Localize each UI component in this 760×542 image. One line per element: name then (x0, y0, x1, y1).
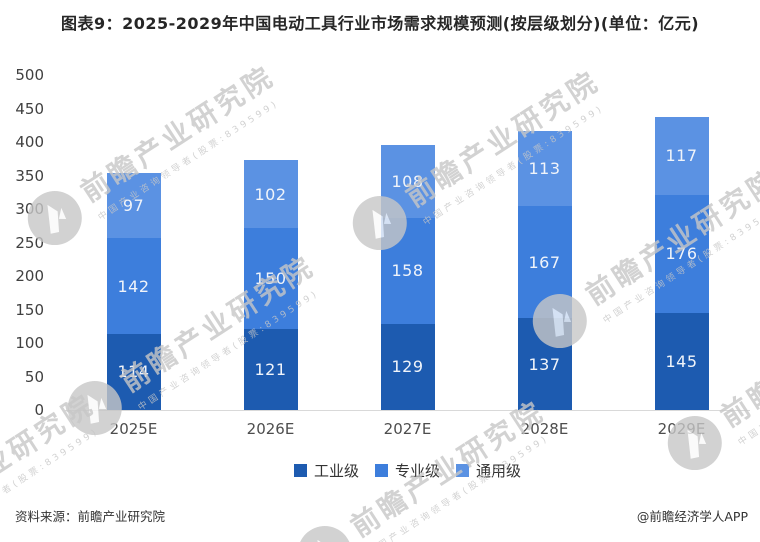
y-tick-label: 500 (15, 66, 44, 84)
chart-title: 图表9：2025-2029年中国电动工具行业市场需求规模预测(按层级划分)(单位… (60, 14, 700, 33)
x-category-label: 2026E (246, 420, 295, 438)
legend-item: 工业级 (293, 460, 359, 481)
y-tick-label: 50 (24, 367, 44, 386)
bar-segment: 97 (106, 173, 161, 239)
bar-value-label: 113 (528, 158, 561, 178)
y-tick-label: 200 (15, 267, 44, 285)
y-tick-label: 0 (34, 401, 44, 419)
legend-swatch-icon (374, 464, 388, 477)
bar-value-label: 167 (528, 252, 561, 272)
bar-segment: 145 (654, 312, 709, 410)
bar-segment: 113 (517, 130, 572, 207)
bar-segment: 108 (380, 145, 435, 218)
bar-value-label: 176 (665, 244, 698, 264)
bar-segment: 129 (380, 323, 435, 410)
x-category-label: 2027E (383, 420, 432, 438)
bar-value-label: 121 (254, 359, 287, 379)
bar-segment: 102 (243, 160, 298, 229)
x-axis-line (65, 410, 750, 411)
bar-segment: 150 (243, 228, 298, 329)
bar-value-label: 114 (117, 362, 150, 382)
footer-brand: @前瞻经济学人APP (636, 509, 748, 524)
footer-source: 资料来源：前瞻产业研究院 (15, 509, 166, 524)
bar-segment: 158 (380, 217, 435, 324)
chart-legend: 工业级 专业级 通用级 (65, 460, 750, 481)
bar-segment: 176 (654, 194, 709, 313)
x-category-label: 2028E (520, 420, 569, 438)
bar-segment: 114 (106, 333, 161, 410)
bar-value-label: 102 (254, 184, 287, 204)
bar-value-label: 150 (254, 269, 287, 289)
legend-label: 工业级 (313, 462, 359, 480)
legend-item: 专业级 (374, 460, 440, 481)
bar-value-label: 97 (122, 196, 145, 216)
bar-value-label: 108 (391, 172, 424, 192)
legend-swatch-icon (293, 464, 307, 477)
legend-label: 通用级 (476, 462, 522, 480)
legend-label: 专业级 (394, 462, 440, 480)
bar-value-label: 137 (528, 354, 561, 374)
bar-segment: 121 (243, 328, 298, 410)
bar-value-label: 142 (117, 276, 150, 296)
bar-segment: 142 (106, 238, 161, 334)
y-tick-label: 400 (15, 133, 44, 151)
bar-value-label: 117 (665, 146, 698, 166)
legend-swatch-icon (456, 464, 469, 477)
bar-segment: 167 (517, 206, 572, 319)
y-tick-label: 450 (15, 99, 44, 118)
y-tick-label: 350 (15, 166, 44, 185)
bar-segment: 117 (654, 116, 709, 195)
y-tick-label: 150 (15, 300, 44, 319)
legend-item: 通用级 (456, 460, 521, 481)
y-tick-label: 100 (15, 334, 44, 352)
bar-value-label: 129 (391, 357, 424, 377)
bar-value-label: 145 (665, 351, 698, 371)
bar-segment: 137 (517, 318, 572, 410)
bar-value-label: 158 (391, 261, 424, 281)
